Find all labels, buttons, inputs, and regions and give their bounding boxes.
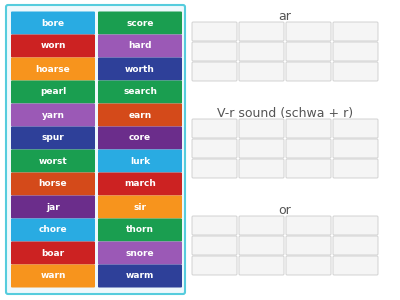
FancyBboxPatch shape xyxy=(286,42,331,61)
FancyBboxPatch shape xyxy=(333,139,378,158)
Text: bore: bore xyxy=(42,19,64,28)
Text: earn: earn xyxy=(128,110,152,119)
FancyBboxPatch shape xyxy=(333,236,378,255)
FancyBboxPatch shape xyxy=(333,62,378,81)
Text: warm: warm xyxy=(126,272,154,280)
FancyBboxPatch shape xyxy=(333,159,378,178)
Text: hoarse: hoarse xyxy=(36,64,70,74)
Text: sir: sir xyxy=(134,202,146,211)
Text: V-r sound (schwa + r): V-r sound (schwa + r) xyxy=(217,106,353,119)
FancyBboxPatch shape xyxy=(239,62,284,81)
FancyBboxPatch shape xyxy=(98,11,182,35)
FancyBboxPatch shape xyxy=(98,172,182,196)
FancyBboxPatch shape xyxy=(333,42,378,61)
FancyBboxPatch shape xyxy=(11,127,95,149)
FancyBboxPatch shape xyxy=(333,22,378,41)
Text: yarn: yarn xyxy=(42,110,64,119)
FancyBboxPatch shape xyxy=(11,58,95,80)
FancyBboxPatch shape xyxy=(239,159,284,178)
FancyBboxPatch shape xyxy=(6,5,185,294)
FancyBboxPatch shape xyxy=(98,34,182,58)
Text: boar: boar xyxy=(42,248,64,257)
FancyBboxPatch shape xyxy=(11,103,95,127)
Text: march: march xyxy=(124,179,156,188)
Text: warn: warn xyxy=(40,272,66,280)
FancyBboxPatch shape xyxy=(98,265,182,287)
FancyBboxPatch shape xyxy=(192,256,237,275)
FancyBboxPatch shape xyxy=(333,216,378,235)
FancyBboxPatch shape xyxy=(192,42,237,61)
FancyBboxPatch shape xyxy=(98,196,182,218)
FancyBboxPatch shape xyxy=(192,236,237,255)
FancyBboxPatch shape xyxy=(239,236,284,255)
FancyBboxPatch shape xyxy=(286,62,331,81)
FancyBboxPatch shape xyxy=(11,149,95,172)
FancyBboxPatch shape xyxy=(333,119,378,138)
FancyBboxPatch shape xyxy=(286,236,331,255)
FancyBboxPatch shape xyxy=(192,139,237,158)
FancyBboxPatch shape xyxy=(239,139,284,158)
FancyBboxPatch shape xyxy=(192,216,237,235)
FancyBboxPatch shape xyxy=(286,22,331,41)
Text: pearl: pearl xyxy=(40,88,66,97)
FancyBboxPatch shape xyxy=(192,62,237,81)
FancyBboxPatch shape xyxy=(98,127,182,149)
Text: snore: snore xyxy=(126,248,154,257)
Text: lurk: lurk xyxy=(130,157,150,166)
Text: worth: worth xyxy=(125,64,155,74)
FancyBboxPatch shape xyxy=(98,80,182,104)
Text: search: search xyxy=(123,88,157,97)
FancyBboxPatch shape xyxy=(11,196,95,218)
FancyBboxPatch shape xyxy=(192,119,237,138)
Text: jar: jar xyxy=(46,202,60,211)
FancyBboxPatch shape xyxy=(192,159,237,178)
Text: thorn: thorn xyxy=(126,226,154,235)
FancyBboxPatch shape xyxy=(11,11,95,35)
FancyBboxPatch shape xyxy=(11,34,95,58)
Text: worn: worn xyxy=(40,41,66,50)
FancyBboxPatch shape xyxy=(98,149,182,172)
FancyBboxPatch shape xyxy=(333,256,378,275)
FancyBboxPatch shape xyxy=(239,216,284,235)
FancyBboxPatch shape xyxy=(11,242,95,265)
Text: score: score xyxy=(126,19,154,28)
FancyBboxPatch shape xyxy=(98,103,182,127)
Text: worst: worst xyxy=(39,157,67,166)
FancyBboxPatch shape xyxy=(286,159,331,178)
FancyBboxPatch shape xyxy=(98,58,182,80)
FancyBboxPatch shape xyxy=(11,172,95,196)
Text: hard: hard xyxy=(128,41,152,50)
Text: chore: chore xyxy=(39,226,67,235)
FancyBboxPatch shape xyxy=(286,256,331,275)
FancyBboxPatch shape xyxy=(239,256,284,275)
FancyBboxPatch shape xyxy=(11,218,95,242)
FancyBboxPatch shape xyxy=(98,218,182,242)
FancyBboxPatch shape xyxy=(286,216,331,235)
FancyBboxPatch shape xyxy=(11,80,95,104)
FancyBboxPatch shape xyxy=(98,242,182,265)
Text: or: or xyxy=(279,203,291,217)
FancyBboxPatch shape xyxy=(239,22,284,41)
FancyBboxPatch shape xyxy=(192,22,237,41)
FancyBboxPatch shape xyxy=(286,119,331,138)
FancyBboxPatch shape xyxy=(286,139,331,158)
Text: core: core xyxy=(129,134,151,142)
Text: spur: spur xyxy=(42,134,64,142)
FancyBboxPatch shape xyxy=(11,265,95,287)
FancyBboxPatch shape xyxy=(239,119,284,138)
Text: horse: horse xyxy=(39,179,67,188)
Text: ar: ar xyxy=(278,10,292,22)
FancyBboxPatch shape xyxy=(239,42,284,61)
